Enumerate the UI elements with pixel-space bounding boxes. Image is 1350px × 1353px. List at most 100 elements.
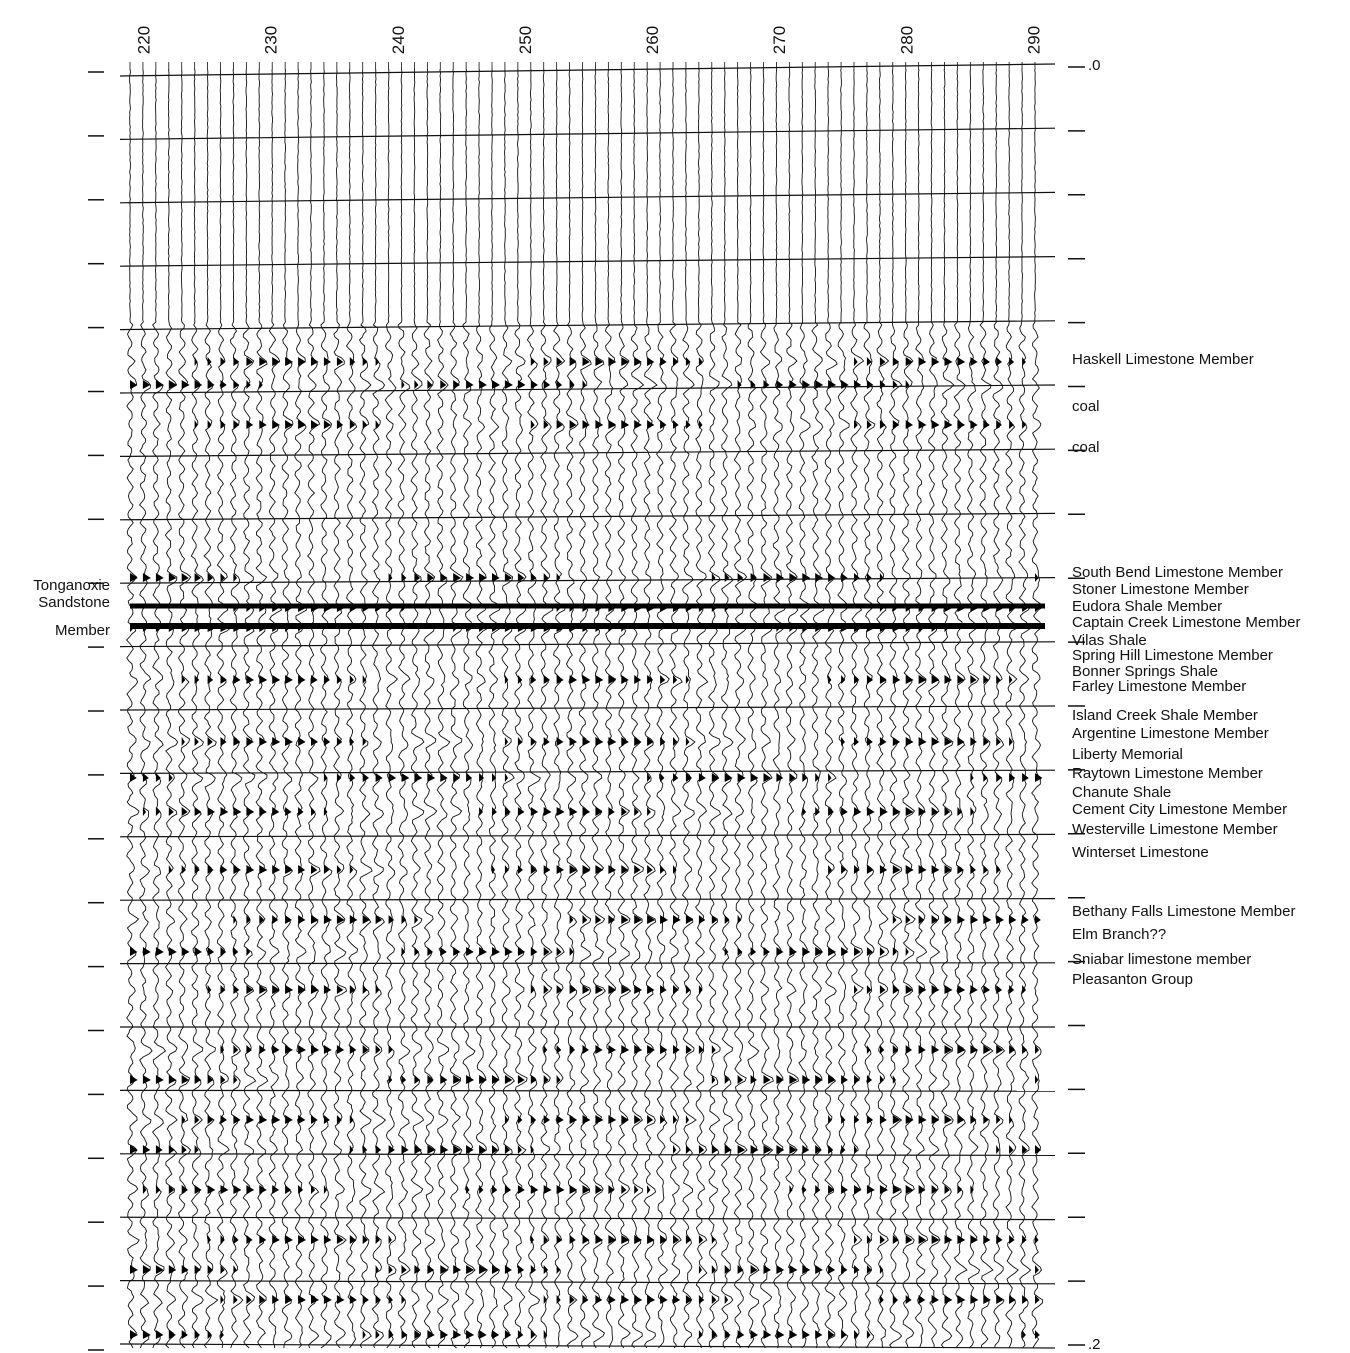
trace-fill bbox=[1022, 1295, 1028, 1304]
timing-line bbox=[120, 578, 1055, 584]
trace-fill bbox=[285, 1045, 293, 1054]
trace-fill bbox=[867, 807, 875, 816]
trace-fill bbox=[1022, 915, 1029, 924]
trace bbox=[786, 70, 799, 1348]
formation-label: Winterset Limestone bbox=[1072, 844, 1209, 861]
trace-fill bbox=[776, 573, 784, 582]
trace-fill bbox=[182, 1075, 189, 1084]
formation-label: Farley Limestone Member bbox=[1072, 678, 1246, 695]
trace-fill bbox=[880, 1295, 884, 1304]
trace-fill bbox=[363, 357, 368, 366]
trace-fill bbox=[363, 420, 368, 429]
trace bbox=[140, 70, 153, 1348]
trace-fill bbox=[867, 1045, 871, 1054]
trace bbox=[812, 70, 824, 1348]
trace-fill bbox=[246, 420, 253, 429]
trace bbox=[153, 70, 166, 1348]
trace-fill bbox=[854, 1075, 860, 1084]
trace-fill bbox=[983, 420, 990, 429]
trace bbox=[915, 70, 927, 1348]
trace-fill bbox=[647, 1295, 655, 1304]
trace-fill bbox=[233, 1235, 238, 1244]
trace bbox=[877, 70, 889, 1348]
trace-fill bbox=[259, 1115, 267, 1124]
trace-fill bbox=[324, 1295, 332, 1304]
trace-fill bbox=[841, 1330, 847, 1339]
timing-line bbox=[120, 642, 1055, 647]
trace-fill bbox=[272, 675, 280, 684]
trace bbox=[773, 70, 786, 1348]
trace-fill bbox=[828, 1075, 836, 1084]
trace-fill bbox=[311, 675, 318, 684]
trace-fill bbox=[970, 1045, 978, 1054]
trace-fill bbox=[505, 380, 513, 389]
trace-label: 280 bbox=[897, 26, 916, 54]
trace-fill bbox=[880, 737, 887, 746]
trace-fill bbox=[233, 675, 240, 684]
trace bbox=[127, 70, 140, 1348]
trace-fill bbox=[221, 1295, 224, 1304]
trace-fill bbox=[1035, 1075, 1038, 1084]
trace-fill bbox=[957, 1115, 964, 1124]
trace-fill bbox=[776, 1265, 784, 1274]
trace-label: 250 bbox=[516, 26, 535, 54]
trace-fill bbox=[906, 675, 914, 684]
trace-fill bbox=[660, 357, 667, 366]
trace-fill bbox=[233, 985, 239, 994]
trace-label: 220 bbox=[134, 26, 153, 54]
trace-fill bbox=[324, 737, 330, 746]
trace bbox=[825, 70, 838, 1348]
formation-label: Spring Hill Limestone Member bbox=[1072, 647, 1273, 664]
trace bbox=[734, 70, 747, 1348]
trace-fill bbox=[621, 1185, 626, 1194]
trace-fill bbox=[363, 1330, 366, 1339]
trace-fill bbox=[699, 1295, 704, 1304]
trace-fill bbox=[776, 1145, 784, 1154]
trace-fill bbox=[789, 1185, 792, 1194]
trace-fill bbox=[402, 1295, 405, 1304]
trace-fill bbox=[169, 1145, 175, 1154]
trace-fill bbox=[298, 737, 306, 746]
trace-fill bbox=[996, 1235, 1002, 1244]
left-annotation: Tonganoxie bbox=[33, 577, 110, 594]
trace bbox=[696, 70, 708, 1348]
trace bbox=[967, 70, 980, 1348]
trace-fill bbox=[893, 380, 898, 389]
trace-fill bbox=[932, 737, 940, 746]
trace-fill bbox=[996, 915, 1004, 924]
trace-fill bbox=[1035, 915, 1041, 924]
trace-fill bbox=[402, 1075, 407, 1084]
trace-fill bbox=[324, 1115, 330, 1124]
trace-fill bbox=[505, 773, 508, 782]
trace bbox=[928, 70, 940, 1348]
trace-fill bbox=[867, 1115, 873, 1124]
trace-label: 290 bbox=[1024, 26, 1043, 54]
trace bbox=[721, 70, 733, 1348]
trace bbox=[838, 70, 849, 1348]
trace-fill bbox=[595, 737, 603, 746]
trace-fill bbox=[544, 675, 550, 684]
trace-fill bbox=[608, 865, 616, 874]
trace-fill bbox=[945, 1295, 953, 1304]
trace bbox=[618, 70, 631, 1348]
trace-fill bbox=[169, 1265, 177, 1274]
trace-fill bbox=[505, 675, 508, 684]
trace-fill bbox=[647, 357, 654, 366]
trace-fill bbox=[466, 947, 474, 956]
trace-fill bbox=[492, 947, 500, 956]
trace-fill bbox=[725, 1295, 729, 1304]
trace-fill bbox=[854, 573, 860, 582]
trace bbox=[1019, 70, 1031, 1348]
trace-fill bbox=[828, 1145, 833, 1154]
trace-fill bbox=[647, 420, 654, 429]
trace-fill bbox=[983, 1115, 988, 1124]
trace-fill bbox=[1022, 420, 1026, 429]
trace-fill bbox=[130, 947, 137, 956]
trace-fill bbox=[208, 1330, 212, 1339]
trace-fill bbox=[867, 573, 872, 582]
trace-fill bbox=[492, 1145, 498, 1154]
trace-fill bbox=[259, 420, 266, 429]
trace-fill bbox=[1009, 675, 1012, 684]
trace-fill bbox=[841, 380, 849, 389]
trace-fill bbox=[854, 1185, 862, 1194]
